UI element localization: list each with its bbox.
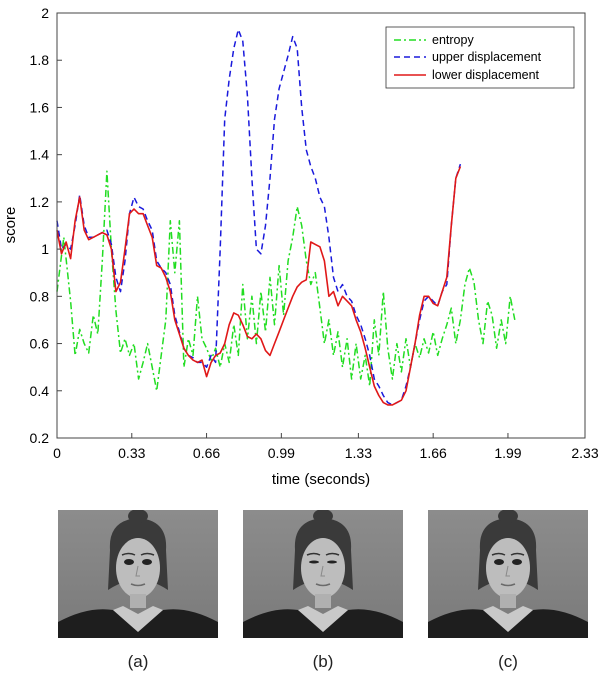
left-eye-shape — [494, 559, 504, 565]
x-tick-label: 0.33 — [118, 445, 145, 461]
x-tick-label: 2.33 — [571, 445, 598, 461]
x-axis-ticks: 0 0.33 0.66 0.99 1.33 1.66 1.99 2.33 — [53, 433, 599, 461]
face-figure — [58, 510, 218, 638]
y-tick-label: 0.8 — [30, 288, 50, 304]
x-tick-label: 1.66 — [420, 445, 447, 461]
x-tick-label: 1.99 — [494, 445, 521, 461]
frame-a: (a) — [58, 510, 218, 671]
y-tick-label: 0.6 — [30, 336, 50, 352]
nose-shape — [320, 565, 325, 577]
face-figure — [243, 510, 403, 638]
caption-b: (b) — [312, 652, 334, 671]
nose-shape — [135, 565, 140, 577]
neck-skin-shape — [130, 594, 146, 608]
caption-c: (c) — [498, 652, 518, 671]
right-eye-shape — [512, 559, 522, 565]
face-photo-b — [243, 510, 403, 638]
neck-skin-shape — [315, 594, 331, 608]
y-tick-label: 1.8 — [30, 52, 50, 68]
series-line-upper-displacement — [56, 28, 462, 406]
jacket-shape — [428, 609, 588, 638]
face-frames: (a) (b) (c) — [0, 510, 608, 679]
y-axis-ticks: 0.2 0.4 0.6 0.8 1 1.2 1.4 1.6 1.8 2 — [30, 5, 62, 446]
y-tick-label: 1 — [41, 241, 49, 257]
neck-shape — [298, 606, 348, 632]
series-line-lower-displacement — [56, 166, 462, 406]
nose-shape — [505, 565, 510, 577]
jacket-shape — [58, 609, 218, 638]
right-eye-shape — [142, 559, 152, 565]
x-tick-label: 0.66 — [193, 445, 220, 461]
neck-shape — [113, 606, 163, 632]
legend-label-upper: upper displacement — [432, 50, 542, 64]
left-eye-shape — [309, 560, 319, 564]
hair-bun-shape — [313, 510, 333, 523]
left-eye-shape — [124, 559, 134, 565]
line-chart: 0 0.33 0.66 0.99 1.33 1.66 1.99 2.33 0.20.40.60… — [2, 5, 599, 488]
eyebrow-shape — [306, 552, 340, 556]
y-tick-label: 1.6 — [30, 99, 50, 115]
series-line-entropy — [56, 170, 516, 392]
mouth-shape — [315, 583, 331, 587]
hair-bun-shape — [498, 510, 518, 523]
jacket-shape — [243, 609, 403, 638]
eyebrow-shape — [491, 552, 525, 556]
neck-skin-shape — [500, 594, 516, 608]
frame-c: (c) — [428, 510, 588, 671]
hair-bun-shape — [128, 510, 148, 523]
right-eye-shape — [327, 560, 337, 564]
legend-label-entropy: entropy — [432, 33, 474, 47]
x-tick-label: 1.33 — [345, 445, 372, 461]
y-tick-label: 0.2 — [30, 430, 50, 446]
neck-shape — [483, 606, 533, 632]
plot-frame — [56, 12, 586, 439]
frame-b: (b) — [243, 510, 403, 671]
face-photo-a — [58, 510, 218, 638]
mouth-shape — [130, 583, 146, 587]
legend-label-lower: lower displacement — [432, 68, 540, 82]
y-tick-label: 1.2 — [30, 194, 50, 210]
y-tick-label: 0.4 — [30, 383, 50, 399]
x-axis-title: time (seconds) — [272, 471, 370, 488]
face-figure — [428, 510, 588, 638]
series-layer — [56, 28, 516, 406]
face-photo-c — [428, 510, 588, 638]
x-tick-label: 0.99 — [268, 445, 295, 461]
eyebrow-shape — [121, 552, 155, 556]
y-axis-title: score — [2, 207, 19, 244]
mouth-shape — [500, 583, 516, 587]
x-tick-label: 0 — [53, 445, 61, 461]
caption-a: (a) — [127, 652, 149, 671]
legend: entropy upper displacement lower displac… — [385, 26, 575, 89]
y-tick-label: 2 — [41, 5, 49, 21]
y-tick-label: 1.4 — [30, 147, 50, 163]
